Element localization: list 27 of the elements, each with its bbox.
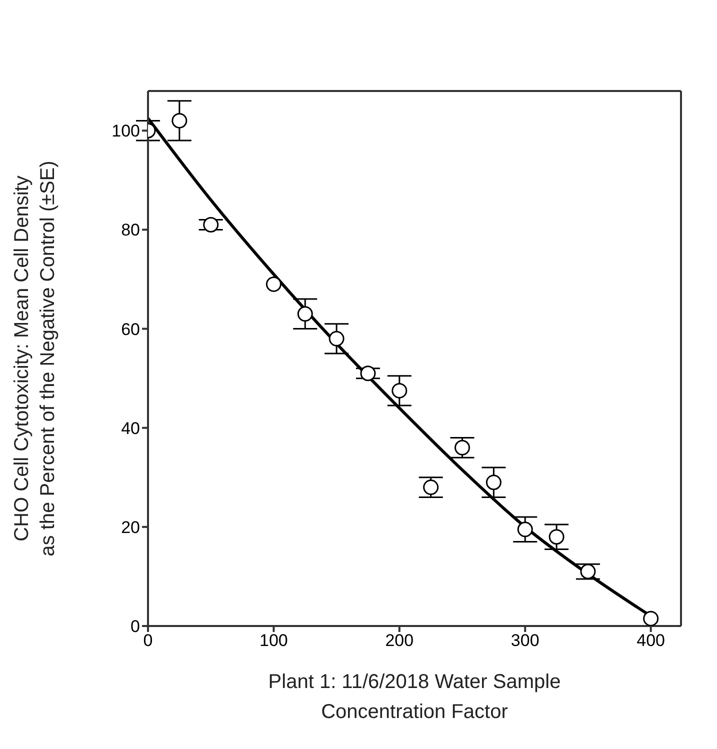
point	[486, 474, 502, 490]
y-tick-label: 0	[130, 617, 140, 636]
x-tick-label: 300	[510, 631, 540, 650]
point	[203, 217, 219, 232]
point	[643, 610, 659, 626]
y-tick-label: 80	[121, 220, 140, 240]
point	[454, 440, 470, 456]
y-tick-label: 40	[121, 418, 140, 438]
point	[266, 276, 282, 292]
point	[392, 382, 408, 398]
point	[328, 330, 344, 346]
point	[423, 480, 439, 496]
x-tick-label: 100	[260, 631, 288, 650]
x-tick-label: 200	[385, 631, 414, 650]
point	[548, 529, 564, 545]
x-tick-label: 0	[143, 631, 153, 650]
point	[360, 366, 376, 382]
y-tick-label: 20	[121, 518, 140, 537]
x-axis-title: Plant 1: 11/6/2018 Water Sample Concentration Factor	[268, 671, 561, 723]
y-axis-title: CHO Cell Cytotoxicity: Mean Cell Density as the Percent of the Negative Control (±SE)	[11, 160, 59, 556]
point	[297, 306, 313, 322]
point	[580, 564, 596, 580]
x-tick-label: 400	[636, 631, 666, 650]
point	[172, 112, 188, 128]
y-tick-label: 100	[112, 122, 140, 141]
point	[517, 522, 533, 538]
y-tick-label: 60	[121, 320, 140, 339]
